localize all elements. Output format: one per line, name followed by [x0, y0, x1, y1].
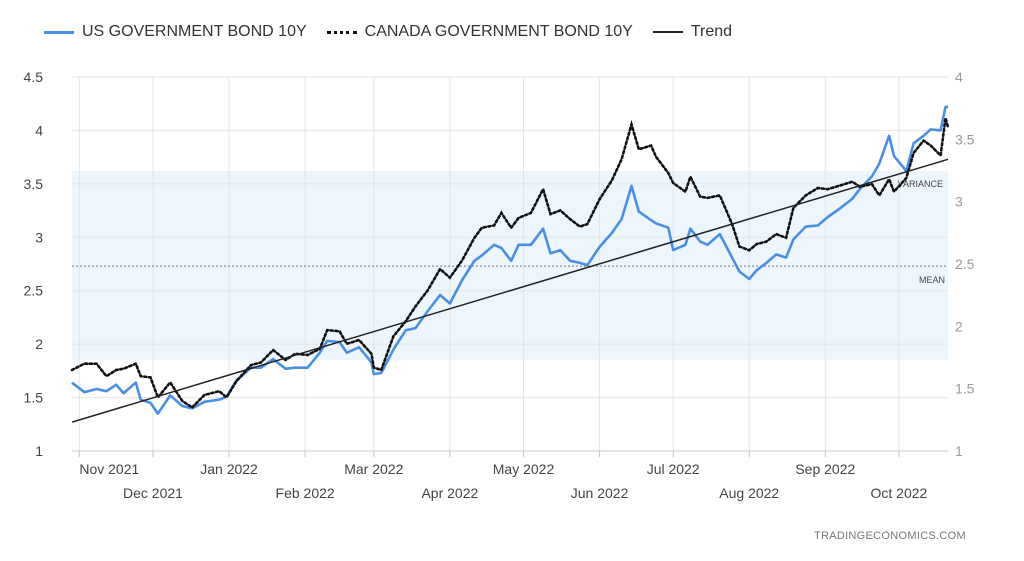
y-right-tick-label: 1.5	[955, 381, 975, 397]
y-left-tick-label: 1	[35, 443, 43, 459]
y-left-tick-label: 4.5	[24, 69, 44, 85]
legend-label-canada: CANADA GOVERNMENT BOND 10Y	[364, 23, 633, 40]
trend-line	[71, 158, 949, 423]
canada-series-line	[70, 117, 950, 410]
x-tick-label: Nov 2021	[79, 461, 139, 477]
legend-item-canada[interactable]: CANADA GOVERNMENT BOND 10Y	[326, 23, 633, 41]
legend-item-trend[interactable]: Trend	[652, 23, 733, 41]
y-right-tick-label: 3	[955, 194, 963, 210]
source-credit: TRADINGECONOMICS.COM	[813, 530, 966, 542]
y-left-tick-label: 3	[35, 229, 43, 245]
mean-annotation: MEAN	[919, 275, 945, 285]
legend-swatch-canada	[326, 30, 357, 34]
x-tick-label: Jul 2022	[647, 461, 700, 477]
x-tick-label: Mar 2022	[344, 461, 403, 477]
x-tick-label: Apr 2022	[421, 485, 478, 501]
y-left-tick-label: 2.5	[24, 283, 44, 299]
chart-legend: US GOVERNMENT BOND 10Y CANADA GOVERNMENT…	[44, 20, 752, 44]
x-tick-label: Dec 2021	[123, 485, 183, 501]
y-left-tick-label: 4	[35, 122, 43, 138]
x-tick-label: Jan 2022	[200, 461, 258, 477]
y-left-tick-label: 3.5	[24, 176, 44, 192]
x-tick-label: Sep 2022	[795, 461, 855, 477]
y-left-tick-label: 1.5	[24, 390, 44, 406]
legend-swatch-us	[44, 30, 74, 34]
x-tick-label: Aug 2022	[719, 485, 779, 501]
y-right-tick-label: 2	[955, 318, 963, 334]
y-right-tick-label: 1	[955, 443, 963, 459]
x-tick-label: May 2022	[493, 461, 555, 477]
y-right-tick-label: 2.5	[955, 256, 975, 272]
x-tick-label: Oct 2022	[871, 485, 928, 501]
legend-label-us: US GOVERNMENT BOND 10Y	[82, 23, 307, 40]
y-left-tick-label: 2	[35, 336, 43, 352]
x-tick-label: Feb 2022	[276, 485, 335, 501]
legend-item-us[interactable]: US GOVERNMENT BOND 10Y	[44, 23, 307, 41]
legend-swatch-trend	[652, 31, 683, 33]
y-right-tick-label: 4	[955, 69, 963, 85]
x-tick-label: Jun 2022	[571, 485, 629, 501]
y-right-tick-label: 3.5	[955, 131, 975, 147]
variance-annotation: VARIANCE	[898, 179, 943, 189]
legend-label-trend: Trend	[690, 23, 733, 40]
